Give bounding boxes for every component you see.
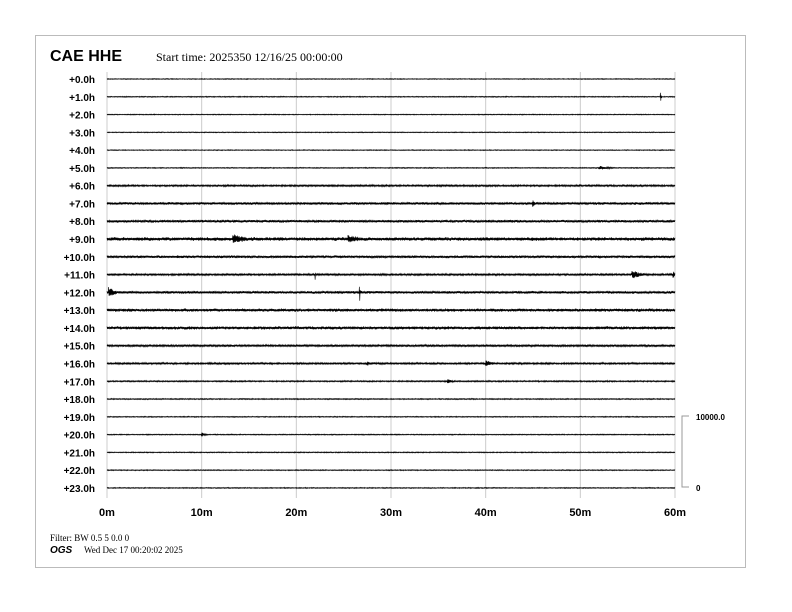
generated-time: Wed Dec 17 00:20:02 2025 [84, 545, 183, 555]
trace-row-8 [106, 219, 676, 224]
filter-text: Filter: BW 0.5 5 0.0 0 [50, 533, 130, 543]
trace-row-10 [106, 254, 676, 259]
start-time: Start time: 2025350 12/16/25 00:00:00 [156, 50, 343, 64]
row-label: +19.0h [64, 413, 95, 424]
trace-row-15 [106, 343, 676, 348]
trace-row-7 [106, 200, 676, 207]
scale-bracket [681, 415, 689, 488]
row-label: +7.0h [69, 199, 95, 210]
trace-row-5 [106, 165, 676, 170]
org-logo: OGS [50, 545, 73, 556]
row-label: +0.0h [69, 75, 95, 86]
x-tick-label: 0m [99, 507, 115, 519]
trace-row-13 [106, 308, 676, 313]
traces [106, 77, 676, 490]
trace-row-0 [106, 77, 676, 81]
row-label: +16.0h [64, 359, 95, 370]
row-label: +3.0h [69, 128, 95, 139]
trace-row-1 [106, 92, 676, 101]
row-labels: +0.0h +1.0h +2.0h +3.0h +4.0h +5.0h +6.0h +7.0h… [64, 75, 95, 495]
row-label: +15.0h [64, 342, 95, 353]
trace-row-21 [106, 451, 676, 454]
trace-row-14 [106, 325, 676, 330]
trace-row-3 [106, 131, 676, 134]
row-label: +20.0h [64, 431, 95, 442]
row-label: +1.0h [69, 93, 95, 104]
x-tick-label: 30m [380, 507, 402, 519]
trace-row-18 [106, 397, 676, 401]
row-label: +2.0h [69, 111, 95, 122]
trace-row-17 [106, 379, 676, 384]
x-tick-label: 20m [285, 507, 307, 519]
row-label: +14.0h [64, 324, 95, 335]
trace-row-20 [106, 432, 676, 437]
trace-row-2 [106, 113, 676, 116]
row-label: +13.0h [64, 306, 95, 317]
row-label: +4.0h [69, 146, 95, 157]
row-label: +6.0h [69, 182, 95, 193]
row-label: +17.0h [64, 377, 95, 388]
trace-row-6 [106, 183, 676, 188]
grid [106, 72, 676, 498]
trace-row-11 [106, 271, 676, 280]
scale-max-label: 10000.0 [696, 413, 725, 422]
row-label: +9.0h [69, 235, 95, 246]
trace-row-23 [106, 486, 676, 490]
trace-row-22 [106, 468, 676, 472]
x-tick-label: 40m [475, 507, 497, 519]
x-tick-label: 10m [191, 507, 213, 519]
row-label: +12.0h [64, 288, 95, 299]
trace-row-12 [106, 286, 676, 301]
scale-bar: 10000.0 0 [681, 413, 725, 493]
x-tick-label: 60m [664, 507, 686, 519]
row-label: +8.0h [69, 217, 95, 228]
row-label: +22.0h [64, 466, 95, 477]
row-label: +18.0h [64, 395, 95, 406]
scale-min-label: 0 [696, 484, 701, 493]
row-label: +11.0h [64, 271, 95, 282]
x-tick-labels: 0m 10m 20m 30m 40m 50m 60m [99, 507, 686, 519]
row-label: +10.0h [64, 253, 95, 264]
row-label: +23.0h [64, 484, 95, 495]
x-tick-label: 50m [569, 507, 591, 519]
trace-row-4 [106, 148, 676, 152]
trace-row-9 [106, 234, 676, 243]
trace-row-19 [106, 415, 676, 419]
row-label: +21.0h [64, 448, 95, 459]
trace-row-16 [106, 360, 676, 366]
row-label: +5.0h [69, 164, 95, 175]
station-title: CAE HHE [50, 48, 122, 65]
